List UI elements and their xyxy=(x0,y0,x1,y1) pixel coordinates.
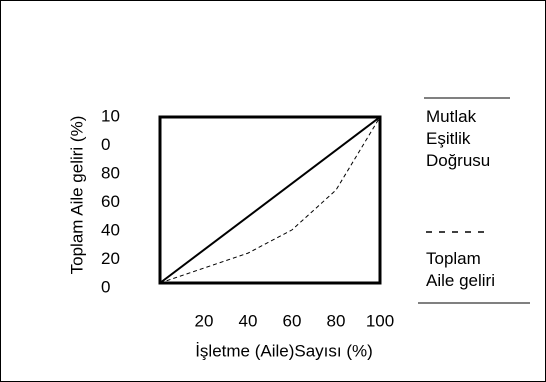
x-tick-label: 60 xyxy=(283,311,302,330)
legend-entry: Toplam Aile geliri xyxy=(426,249,495,290)
y-tick-label: 10 xyxy=(101,106,120,125)
y-tick-label: 0 xyxy=(101,277,110,296)
legend-entry: Mutlak Eşitlik Doğrusu xyxy=(426,107,491,170)
x-tick-label: 40 xyxy=(239,311,258,330)
series-line xyxy=(159,116,381,284)
x-tick-label: 100 xyxy=(366,311,394,330)
y-tick-label: 80 xyxy=(101,163,120,182)
x-tick-label: 20 xyxy=(195,311,214,330)
y-tick-label: 60 xyxy=(101,192,120,211)
series-line xyxy=(159,116,381,284)
y-axis-label: Toplam Aile geliri (%) xyxy=(67,116,86,275)
y-tick-label: 40 xyxy=(101,220,120,239)
y-tick-label: 0 xyxy=(101,135,110,154)
x-tick-label: 80 xyxy=(327,311,346,330)
plot-box xyxy=(158,115,382,285)
y-tick-label: 20 xyxy=(101,249,120,268)
x-axis-label: İşletme (Aile)Sayısı (%) xyxy=(195,341,373,360)
